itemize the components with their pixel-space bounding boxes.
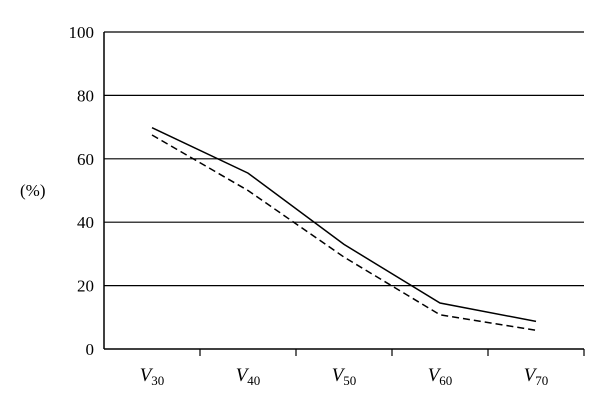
x-tick-label-sub: 50 [343,373,356,388]
y-tick-labels: 0 20 40 60 80 100 [69,23,95,359]
x-tick-label: V50 [332,365,357,388]
series-line-solid [151,127,537,323]
x-tick-label: V30 [140,365,165,388]
x-tick-labels: V30 V40 V50 V60 V70 [140,349,585,388]
x-tick-label: V70 [524,365,549,388]
x-tick-label-sub: 70 [535,373,548,388]
x-tick-label-main: V [428,365,442,386]
x-tick-label: V60 [428,365,453,388]
x-tick-label-sub: 60 [439,373,452,388]
y-axis-label: (%) [20,181,45,200]
series-line-dashed [151,134,537,332]
axes [103,32,584,350]
x-tick-label-sub: 40 [247,373,260,388]
x-tick-label: V40 [236,365,261,388]
x-tick-label-main: V [524,365,538,386]
x-tick-label-main: V [236,365,250,386]
gridlines [104,31,584,287]
x-tick-label-sub: 30 [151,373,164,388]
y-tick-label: 0 [86,340,95,359]
y-tick-label: 20 [77,277,94,296]
y-tick-label: 100 [69,23,95,42]
y-tick-label: 80 [77,86,94,105]
series-lines [151,127,537,332]
y-tick-label: 40 [77,213,94,232]
x-tick-label-main: V [140,365,154,386]
x-tick-label-main: V [332,365,346,386]
y-tick-label: 60 [77,150,94,169]
